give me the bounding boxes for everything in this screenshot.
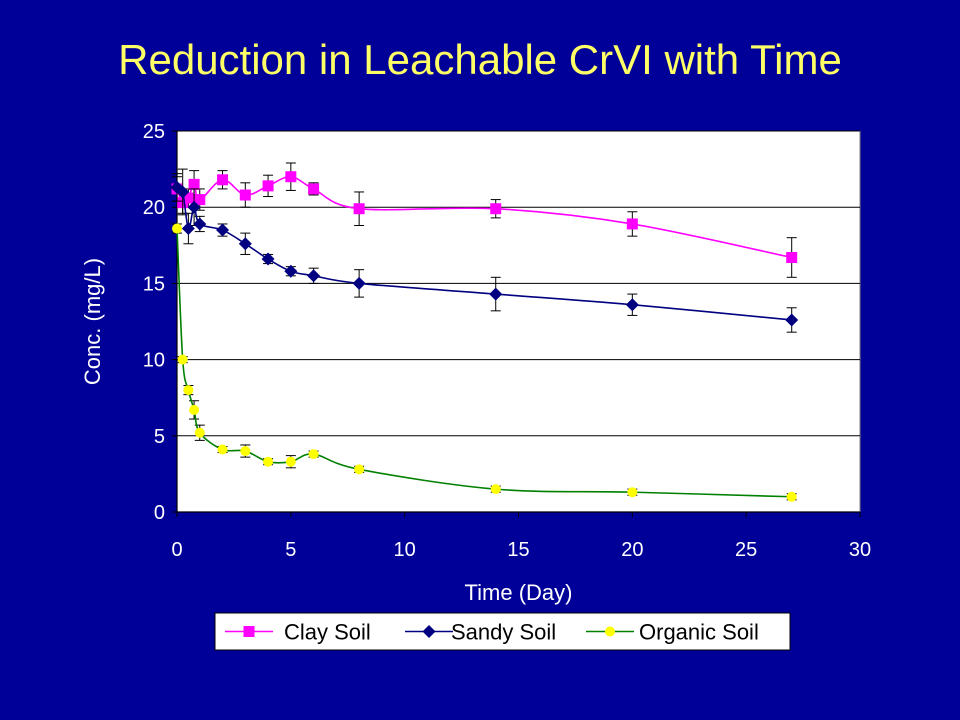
y-tick-label: 15 xyxy=(143,273,165,295)
legend-entry: Organic Soil xyxy=(586,620,759,645)
data-point xyxy=(193,217,207,231)
data-point xyxy=(285,456,296,467)
data-point xyxy=(176,185,190,199)
data-point xyxy=(626,218,638,230)
legend-label: Organic Soil xyxy=(639,620,759,645)
legend-swatch-marker xyxy=(605,626,615,637)
data-point xyxy=(307,269,321,283)
data-point xyxy=(263,456,274,467)
data-point xyxy=(217,444,228,455)
chart-title: Reduction in Leachable CrVI with Time xyxy=(118,36,842,83)
legend-entry: Sandy Soil xyxy=(405,620,556,645)
x-tick-label: 10 xyxy=(394,539,416,561)
data-point xyxy=(489,287,503,301)
data-point xyxy=(786,251,798,263)
plot-area xyxy=(176,130,861,513)
x-tick-label: 20 xyxy=(621,539,643,561)
legend-entry: Clay Soil xyxy=(225,620,371,645)
y-axis-label: Conc. (mg/L) xyxy=(80,258,105,385)
x-tick-label: 25 xyxy=(735,539,757,561)
data-point xyxy=(261,252,275,266)
data-point xyxy=(786,491,797,502)
series-sandy-soil xyxy=(170,168,799,333)
series-organic-soil xyxy=(172,223,797,502)
data-point xyxy=(785,313,799,327)
data-point xyxy=(285,171,297,183)
data-point xyxy=(284,264,298,278)
data-point xyxy=(189,404,200,415)
data-point xyxy=(308,183,320,195)
data-point xyxy=(172,223,182,234)
data-point xyxy=(183,385,194,396)
legend-swatch-marker xyxy=(422,625,436,638)
data-point xyxy=(308,449,319,460)
data-point xyxy=(181,222,195,236)
data-point xyxy=(352,276,366,290)
data-point xyxy=(490,203,502,215)
data-point xyxy=(353,203,365,215)
x-tick-label: 0 xyxy=(171,539,182,561)
data-point xyxy=(490,484,501,495)
legend-box xyxy=(214,612,791,651)
data-point xyxy=(182,192,194,204)
legend: Clay Soil Sandy Soil Organic Soil xyxy=(214,612,791,651)
data-point xyxy=(625,298,639,312)
data-point xyxy=(240,446,251,457)
data-point xyxy=(217,174,229,186)
x-axis-label: Time (Day) xyxy=(465,580,573,605)
x-tick-label: 5 xyxy=(285,539,296,561)
x-tick-label: 15 xyxy=(507,539,529,561)
x-tick-label: 30 xyxy=(849,539,871,561)
y-tick-label: 25 xyxy=(143,121,165,143)
data-point xyxy=(216,223,230,237)
data-point xyxy=(187,200,201,214)
data-point xyxy=(177,354,188,365)
legend-label: Sandy Soil xyxy=(451,620,556,645)
data-point xyxy=(239,189,251,201)
data-point xyxy=(194,194,206,206)
y-tick-label: 20 xyxy=(143,197,165,219)
data-point xyxy=(627,487,638,498)
legend-swatch-marker xyxy=(243,626,255,637)
y-tick-label: 10 xyxy=(143,350,165,372)
data-point xyxy=(188,178,200,190)
data-point xyxy=(238,237,252,251)
y-tick-label: 0 xyxy=(154,502,165,524)
data-point xyxy=(194,427,205,438)
y-tick-label: 5 xyxy=(154,426,165,448)
data-point xyxy=(262,180,274,192)
legend-label: Clay Soil xyxy=(284,620,371,645)
data-point xyxy=(354,464,365,475)
